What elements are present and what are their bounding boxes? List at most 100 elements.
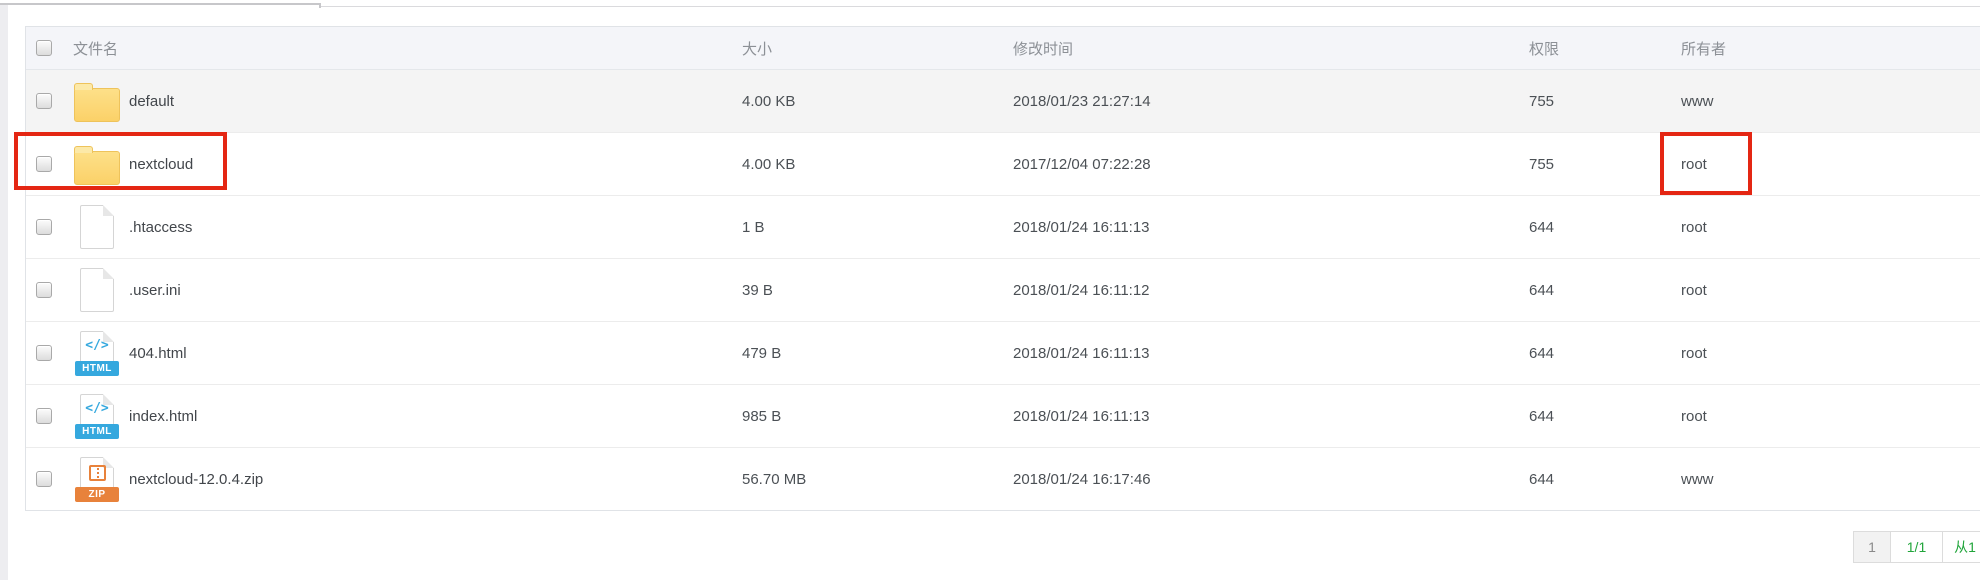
zip-file-icon: ZIP [75,457,119,502]
file-icon [80,205,114,249]
file-owner: root [1681,155,1707,173]
file-owner: www [1681,92,1714,110]
column-header-filename: 文件名 [73,40,119,58]
file-owner: www [1681,470,1714,488]
row-checkbox[interactable] [36,408,52,424]
table-row[interactable]: .htaccess 1 B 2018/01/24 16:11:13 644 ro… [26,196,1980,259]
folder-icon [74,82,120,122]
table-row[interactable]: ZIP nextcloud-12.0.4.zip 56.70 MB 2018/0… [26,448,1980,511]
column-header-perm: 权限 [1529,40,1560,58]
zip-badge: ZIP [75,487,119,502]
html-file-icon: </> HTML [75,331,119,376]
icon-cell: </> HTML [73,331,121,376]
icon-cell [73,81,121,122]
filename-cell: nextcloud [73,144,732,185]
html-file-icon: </> HTML [75,394,119,439]
file-name[interactable]: nextcloud-12.0.4.zip [129,470,264,488]
code-glyph: </> [85,338,109,353]
table-row[interactable]: </> HTML index.html 985 B 2018/01/24 16:… [26,385,1980,448]
file-icon [80,268,114,312]
file-perm: 644 [1529,344,1555,362]
red-annotation-box-owner [1660,132,1752,195]
pagination: 1 1/1 从1 [1853,531,1980,563]
header-checkbox-cell [26,40,73,56]
table-header-row: 文件名 大小 修改时间 权限 所有者 [26,27,1980,70]
file-name[interactable]: .user.ini [129,281,181,299]
icon-cell [73,268,121,312]
file-perm: 644 [1529,407,1555,425]
pagination-page-info[interactable]: 1/1 [1890,531,1943,563]
toolbar-bottom-edge-right [321,6,1980,7]
file-mtime: 2017/12/04 07:22:28 [1013,155,1151,173]
row-checkbox-cell [26,156,73,172]
red-annotation-box-filename [14,132,227,190]
file-mtime: 2018/01/23 21:27:14 [1013,92,1151,110]
select-all-checkbox[interactable] [36,40,52,56]
file-owner: root [1681,407,1707,425]
row-checkbox-cell [26,471,73,487]
toolbar-edge-step [319,3,321,8]
file-perm: 755 [1529,155,1555,173]
file-perm: 644 [1529,218,1555,236]
row-checkbox[interactable] [36,93,52,109]
file-mtime: 2018/01/24 16:17:46 [1013,470,1151,488]
filename-cell: </> HTML index.html [73,394,732,439]
file-perm: 644 [1529,281,1555,299]
folder-icon [74,145,120,185]
filename-cell: ZIP nextcloud-12.0.4.zip [73,457,732,502]
filename-cell: </> HTML 404.html [73,331,732,376]
icon-cell [73,144,121,185]
file-mtime: 2018/01/24 16:11:13 [1013,218,1150,236]
file-size: 4.00 KB [742,92,796,110]
pagination-page-1[interactable]: 1 [1853,531,1891,563]
table-row[interactable]: nextcloud 4.00 KB 2017/12/04 07:22:28 75… [26,133,1980,196]
file-name[interactable]: 404.html [129,344,187,362]
file-size: 985 B [742,407,782,425]
file-size: 56.70 MB [742,470,807,488]
page-left-gutter [0,5,8,580]
row-checkbox[interactable] [36,282,52,298]
file-name[interactable]: .htaccess [129,218,193,236]
icon-cell [73,205,121,249]
file-name[interactable]: index.html [129,407,198,425]
row-checkbox[interactable] [36,219,52,235]
file-mtime: 2018/01/24 16:11:12 [1013,281,1150,299]
html-badge: HTML [75,424,119,439]
file-mtime: 2018/01/24 16:11:13 [1013,407,1150,425]
filename-cell: .htaccess [73,205,732,249]
row-checkbox[interactable] [36,156,52,172]
file-name[interactable]: default [129,92,175,110]
row-checkbox[interactable] [36,345,52,361]
column-header-owner: 所有者 [1681,40,1727,58]
table-row[interactable]: .user.ini 39 B 2018/01/24 16:11:12 644 r… [26,259,1980,322]
html-badge: HTML [75,361,119,376]
row-checkbox-cell [26,408,73,424]
row-checkbox-cell [26,345,73,361]
column-header-mtime: 修改时间 [1013,40,1074,58]
file-list-table: 文件名 大小 修改时间 权限 所有者 default 4.00 KB 2018/… [25,26,1980,511]
file-owner: root [1681,344,1707,362]
file-name[interactable]: nextcloud [129,155,194,173]
row-checkbox-cell [26,93,73,109]
icon-cell: </> HTML [73,394,121,439]
row-checkbox-cell [26,219,73,235]
file-size: 4.00 KB [742,155,796,173]
row-checkbox-cell [26,282,73,298]
table-row[interactable]: </> HTML 404.html 479 B 2018/01/24 16:11… [26,322,1980,385]
file-size: 39 B [742,281,773,299]
file-owner: root [1681,281,1707,299]
icon-cell: ZIP [73,457,121,502]
pagination-per-page[interactable]: 从1 [1942,531,1980,563]
zipper-glyph [89,465,106,481]
filename-cell: default [73,81,732,122]
file-perm: 644 [1529,470,1555,488]
file-perm: 755 [1529,92,1555,110]
column-header-size: 大小 [742,40,773,58]
table-row[interactable]: default 4.00 KB 2018/01/23 21:27:14 755 … [26,70,1980,133]
file-size: 479 B [742,344,782,362]
file-owner: root [1681,218,1707,236]
row-checkbox[interactable] [36,471,52,487]
code-glyph: </> [85,401,109,416]
toolbar-bottom-edge-left [0,3,319,5]
filename-cell: .user.ini [73,268,732,312]
